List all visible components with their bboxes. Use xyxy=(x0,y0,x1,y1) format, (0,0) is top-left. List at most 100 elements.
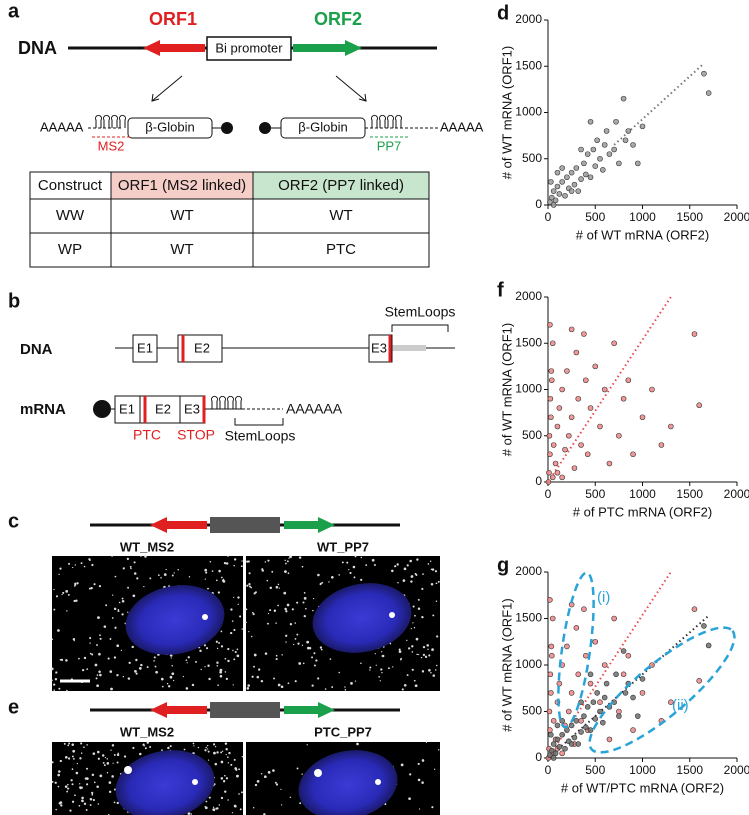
speckle xyxy=(143,744,145,747)
point xyxy=(550,188,557,194)
exon-label: E2 xyxy=(194,340,210,355)
speckle xyxy=(133,561,136,564)
point xyxy=(611,340,617,347)
speckle xyxy=(127,586,129,589)
speckle xyxy=(160,677,164,681)
exon-label: E2 xyxy=(155,401,171,416)
speckle xyxy=(312,609,314,612)
speckle xyxy=(96,644,98,646)
point xyxy=(601,142,608,148)
speckle xyxy=(66,610,68,612)
speckle xyxy=(55,808,57,811)
speckle xyxy=(311,656,314,659)
header-cell-bg xyxy=(253,172,429,199)
speckle xyxy=(344,689,347,691)
speckle xyxy=(113,788,117,791)
point xyxy=(594,690,600,696)
panel-label: f xyxy=(497,279,504,301)
speckle xyxy=(374,653,376,655)
speckle xyxy=(412,605,415,608)
point xyxy=(603,680,610,687)
speckle xyxy=(128,661,131,665)
speckle xyxy=(409,559,412,563)
speckle xyxy=(227,555,229,557)
speckle xyxy=(289,555,292,559)
point xyxy=(562,192,568,199)
point xyxy=(554,183,561,190)
y-tick-label: 1000 xyxy=(515,382,542,396)
speckle xyxy=(191,683,195,687)
table-cell: WP xyxy=(58,241,82,258)
polya-label: AAAAA xyxy=(440,119,484,134)
x-tick-label: 2000 xyxy=(724,487,749,501)
point xyxy=(556,744,563,750)
point xyxy=(634,713,641,719)
speckle xyxy=(166,682,169,685)
speckle xyxy=(192,742,195,745)
speckle xyxy=(416,653,418,656)
speckle xyxy=(219,668,223,672)
point xyxy=(550,755,557,761)
y-axis-label: # of WT mRNA (ORF1) xyxy=(499,46,514,179)
point xyxy=(603,128,610,134)
speckle xyxy=(97,616,100,620)
bracket xyxy=(234,418,284,426)
speckle xyxy=(121,600,125,603)
speckle xyxy=(220,760,224,764)
speckle xyxy=(53,689,55,691)
speckle xyxy=(264,775,267,779)
speckle xyxy=(431,648,434,651)
exon-label: E1 xyxy=(119,401,135,416)
speckle xyxy=(400,659,402,661)
point xyxy=(587,174,594,181)
speckle xyxy=(99,673,102,677)
exon xyxy=(368,334,393,363)
point xyxy=(705,642,712,649)
speckle xyxy=(381,654,385,658)
y-tick-label: 2000 xyxy=(515,289,542,303)
point xyxy=(556,405,563,411)
speckle xyxy=(413,626,416,629)
y-axis-label: # of WT mRNA (ORF1) xyxy=(499,323,514,456)
speckle xyxy=(139,752,142,756)
speckle xyxy=(144,555,147,558)
spot xyxy=(202,614,208,620)
speckle xyxy=(417,762,420,766)
speckle xyxy=(65,659,68,662)
speckle xyxy=(66,689,68,692)
speckle xyxy=(109,638,112,640)
speckle xyxy=(58,770,61,773)
speckle xyxy=(64,755,68,759)
speckle xyxy=(412,622,414,624)
speckle xyxy=(281,654,283,656)
orf2-label: ORF2 xyxy=(314,9,362,29)
table-cell: PTC xyxy=(326,241,356,258)
speckle xyxy=(277,604,279,607)
speckle xyxy=(365,564,368,566)
speckle xyxy=(287,682,290,685)
speckle xyxy=(305,607,307,610)
point xyxy=(573,349,580,356)
speckle xyxy=(76,762,78,765)
speckle xyxy=(127,677,131,680)
point xyxy=(639,676,646,682)
speckle xyxy=(233,565,235,567)
point xyxy=(552,197,559,204)
speckle xyxy=(71,783,74,786)
speckle xyxy=(122,676,125,678)
speckle xyxy=(171,672,175,676)
point xyxy=(582,652,589,659)
speckle xyxy=(95,677,98,680)
point xyxy=(568,690,575,696)
speckle xyxy=(273,609,277,612)
speckle xyxy=(436,635,439,638)
speckle xyxy=(233,558,237,561)
speckle xyxy=(250,586,252,589)
speckle xyxy=(155,670,158,674)
speckle xyxy=(432,614,435,617)
speckle xyxy=(299,802,302,805)
speckle xyxy=(88,587,91,590)
y-tick-label: 0 xyxy=(535,750,542,764)
speckle xyxy=(111,744,115,747)
